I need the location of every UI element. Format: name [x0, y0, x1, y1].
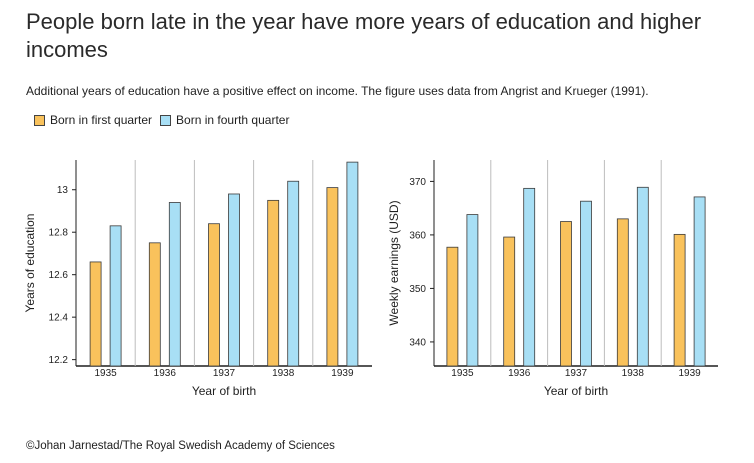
y-axis-title-earnings: Weekly earnings (USD)	[387, 200, 401, 325]
y-tick-label-education: 13	[57, 185, 69, 196]
x-tick-label-earnings: 1939	[678, 368, 701, 379]
x-tick-label-education: 1939	[331, 368, 354, 379]
x-tick-label-earnings: 1937	[565, 368, 588, 379]
y-axis-title-education: Years of education	[23, 214, 37, 313]
bar-first-quarter-earnings-1935	[446, 246, 459, 367]
y-tick-label-education: 12.4	[49, 313, 69, 324]
x-tick-label-education: 1937	[213, 368, 236, 379]
x-tick-label-earnings: 1936	[508, 368, 531, 379]
y-tick-label-earnings: 350	[409, 284, 426, 295]
bar-fourth-quarter-education-1939	[346, 161, 359, 367]
bar-fourth-quarter-earnings-1935	[466, 214, 479, 367]
bar-fourth-quarter-education-1936	[168, 202, 181, 367]
bar-first-quarter-earnings-1938	[616, 218, 629, 367]
y-tick-label-education: 12.2	[49, 355, 69, 366]
bar-fourth-quarter-education-1935	[109, 225, 122, 367]
bar-first-quarter-earnings-1936	[503, 236, 516, 367]
legend-label-fourth-quarter: Born in fourth quarter	[176, 113, 290, 127]
bar-fourth-quarter-education-1937	[228, 193, 240, 367]
bar-fourth-quarter-earnings-1939	[693, 196, 706, 367]
y-tick-label-earnings: 370	[409, 177, 426, 188]
y-tick-label-education: 12.8	[49, 228, 69, 239]
bar-first-quarter-education-1935	[89, 261, 102, 367]
legend-label-first-quarter: Born in first quarter	[50, 113, 153, 127]
bar-first-quarter-earnings-1939	[673, 233, 686, 367]
y-tick-label-education: 12.6	[49, 270, 69, 281]
x-tick-label-education: 1938	[272, 368, 295, 379]
x-tick-label-earnings: 1938	[622, 368, 645, 379]
legend-swatch-fourth-quarter	[160, 114, 172, 126]
bar-fourth-quarter-earnings-1937	[580, 200, 592, 367]
x-tick-label-education: 1935	[94, 368, 117, 379]
bar-first-quarter-education-1938	[267, 199, 280, 367]
y-tick-label-earnings: 340	[409, 337, 426, 348]
y-tick-label-earnings: 360	[409, 230, 426, 241]
legend-swatch-first-quarter	[34, 114, 45, 126]
bar-first-quarter-education-1937	[208, 223, 220, 367]
bar-fourth-quarter-earnings-1936	[523, 187, 536, 367]
bar-fourth-quarter-education-1938	[287, 180, 300, 367]
legend-item-first-quarter: Born in first quarter	[34, 113, 152, 127]
x-axis-title-earnings: Year of birth	[544, 384, 608, 398]
chart-title: People born late in the year have more y…	[26, 9, 702, 62]
bar-first-quarter-education-1939	[326, 187, 339, 367]
bar-fourth-quarter-earnings-1938	[636, 186, 649, 367]
x-tick-label-education: 1936	[154, 368, 177, 379]
bar-first-quarter-earnings-1937	[560, 221, 572, 367]
x-tick-label-earnings: 1935	[451, 368, 474, 379]
legend-item-fourth-quarter: Born in fourth quarter	[160, 113, 289, 127]
bar-first-quarter-education-1936	[148, 242, 161, 367]
chart-subtitle: Additional years of education have a pos…	[26, 84, 649, 98]
credit-line: ©Johan Jarnestad/The Royal Swedish Acade…	[26, 440, 335, 452]
legend: Born in first quarter Born in fourth qua…	[34, 113, 297, 127]
x-axis-title-education: Year of birth	[192, 384, 256, 398]
